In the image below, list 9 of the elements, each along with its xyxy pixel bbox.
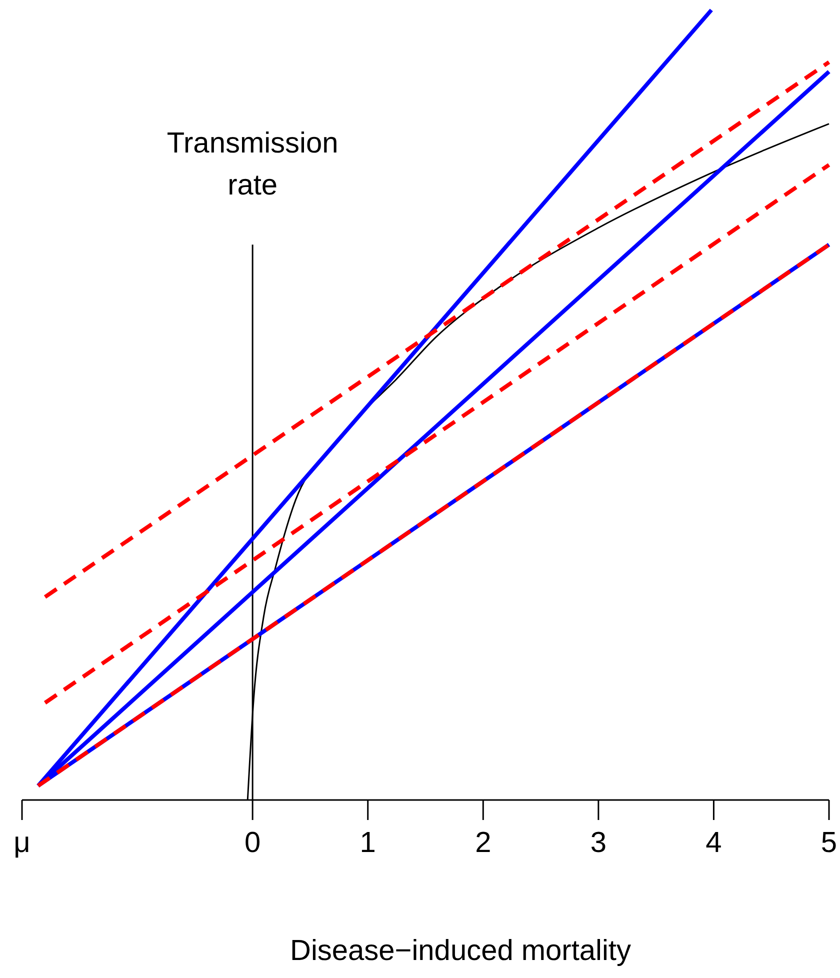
x-axis-title: Disease−induced mortality — [290, 935, 632, 967]
x-tick-label: 1 — [360, 827, 376, 859]
x-tick-label: 3 — [590, 827, 606, 859]
x-tick-label: 4 — [706, 827, 722, 859]
x-tick-label: 5 — [820, 827, 838, 859]
ref-line-label: Transmission rate — [166, 128, 338, 202]
x-tick-label: μ — [14, 827, 30, 859]
x-tick-label: 0 — [244, 827, 261, 859]
x-tick-label: 2 — [475, 827, 492, 859]
